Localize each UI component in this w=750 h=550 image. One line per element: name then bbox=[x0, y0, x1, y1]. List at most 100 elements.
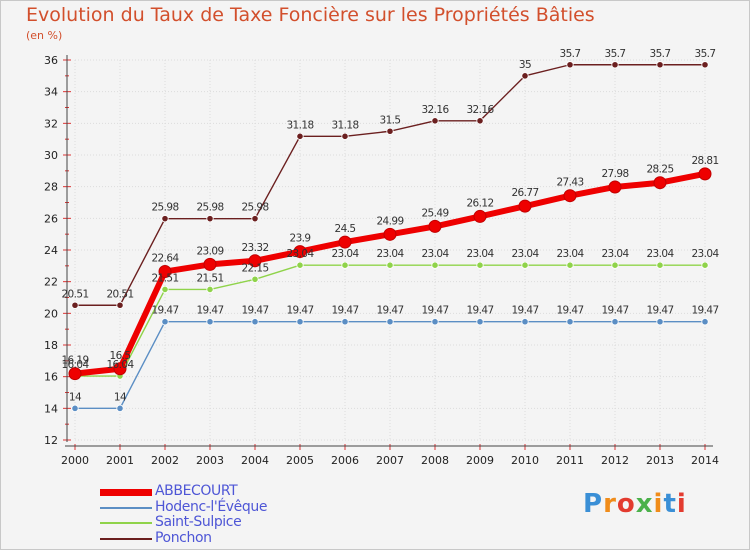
data-labels: 16.19 16.5 22.64 23.09 23.32 23.9 24.5 24.99 25.… bbox=[61, 48, 720, 404]
y-tick-label: 18 bbox=[44, 339, 58, 352]
legend-item-ponchon: Ponchon bbox=[100, 530, 400, 547]
data-label-2: 21.51 bbox=[151, 272, 178, 284]
data-label-0: 27.98 bbox=[601, 168, 628, 180]
x-tick-label: 2009 bbox=[466, 454, 494, 467]
y-tick-label: 26 bbox=[44, 212, 58, 225]
x-tick-label: 2006 bbox=[331, 454, 359, 467]
data-label-3: 25.98 bbox=[151, 202, 178, 214]
data-point-2 bbox=[161, 285, 169, 294]
data-point-0 bbox=[338, 235, 352, 249]
data-point-0 bbox=[608, 180, 622, 194]
data-point-3 bbox=[206, 215, 214, 223]
data-point-2 bbox=[296, 261, 304, 269]
data-label-2: 23.04 bbox=[286, 248, 314, 260]
data-point-1 bbox=[656, 318, 664, 326]
data-point-0 bbox=[158, 265, 172, 279]
data-point-1 bbox=[521, 318, 529, 326]
x-tick-label: 2007 bbox=[376, 454, 404, 467]
data-label-1: 19.47 bbox=[646, 305, 673, 317]
data-label-2: 16.04 bbox=[106, 359, 134, 371]
data-point-3 bbox=[71, 301, 79, 309]
legend-label-saint-sulpice: Saint-Sulpice bbox=[155, 514, 242, 530]
legend-swatch-ponchon bbox=[100, 538, 152, 540]
axes: 12 14 16 18 20 22 24 26 28 30 32 34 36 2000 2001 2002 20… bbox=[44, 54, 719, 467]
data-point-3 bbox=[431, 117, 439, 125]
data-point-0 bbox=[68, 367, 82, 381]
data-label-1: 14 bbox=[114, 391, 127, 403]
data-point-2 bbox=[701, 261, 709, 269]
data-label-3: 32.16 bbox=[466, 104, 494, 116]
data-label-2: 23.04 bbox=[691, 248, 719, 260]
data-point-0 bbox=[383, 227, 397, 241]
legend-swatch-abbecourt bbox=[100, 489, 152, 496]
data-label-2: 23.04 bbox=[511, 248, 539, 260]
data-point-3 bbox=[611, 61, 619, 69]
data-point-0 bbox=[248, 254, 262, 268]
data-point-1 bbox=[701, 318, 709, 326]
data-label-0: 16.19 bbox=[61, 355, 88, 367]
data-point-2 bbox=[566, 261, 574, 269]
data-point-0 bbox=[293, 245, 307, 259]
legend-item-saint-sulpice: Saint-Sulpice bbox=[100, 514, 400, 531]
data-point-3 bbox=[566, 61, 574, 69]
y-tick-label: 12 bbox=[44, 434, 58, 447]
y-tick-label: 20 bbox=[44, 307, 58, 320]
y-tick-label: 22 bbox=[44, 276, 58, 289]
data-label-0: 27.43 bbox=[556, 177, 583, 189]
legend-item-abbecourt: ABBECOURT bbox=[100, 483, 400, 500]
data-point-0 bbox=[653, 176, 667, 190]
legend-item-hodenc: Hodenc-l'Évêque bbox=[100, 499, 400, 516]
data-point-1 bbox=[206, 318, 214, 326]
data-label-0: 26.77 bbox=[511, 187, 538, 199]
data-point-0 bbox=[203, 257, 217, 271]
data-label-1: 19.47 bbox=[691, 305, 718, 317]
data-point-1 bbox=[296, 318, 304, 326]
x-tick-label: 2003 bbox=[196, 454, 224, 467]
data-label-0: 16.5 bbox=[110, 350, 131, 362]
data-point-0 bbox=[473, 209, 487, 223]
y-tick-label: 28 bbox=[44, 181, 58, 194]
data-label-2: 23.04 bbox=[646, 248, 674, 260]
data-point-3 bbox=[656, 61, 664, 69]
data-label-3: 35.7 bbox=[650, 48, 671, 60]
data-label-0: 24.5 bbox=[335, 223, 356, 235]
data-point-2 bbox=[341, 261, 349, 269]
data-point-3 bbox=[116, 301, 124, 309]
data-label-1: 19.47 bbox=[286, 305, 313, 317]
data-label-2: 23.04 bbox=[556, 248, 584, 260]
data-label-0: 24.99 bbox=[376, 215, 403, 227]
data-point-2 bbox=[656, 261, 664, 269]
data-point-3 bbox=[521, 72, 529, 80]
y-tick-label: 32 bbox=[44, 117, 58, 130]
data-label-3: 35.7 bbox=[695, 48, 716, 60]
chart-title: Evolution du Taux de Taxe Foncière sur l… bbox=[26, 4, 595, 26]
y-tick-label: 16 bbox=[44, 371, 58, 384]
y-axis-unit: (en %) bbox=[26, 29, 63, 42]
data-label-3: 31.18 bbox=[286, 119, 313, 131]
data-point-1 bbox=[431, 318, 439, 326]
x-tick-label: 2012 bbox=[601, 454, 629, 467]
legend-label-ponchon: Ponchon bbox=[155, 530, 212, 546]
data-point-0 bbox=[518, 199, 532, 213]
data-point-3 bbox=[386, 127, 394, 135]
x-tick-label: 2002 bbox=[151, 454, 179, 467]
data-label-2: 22.15 bbox=[241, 262, 268, 274]
legend-swatch-saint-sulpice bbox=[100, 522, 152, 524]
data-label-3: 25.98 bbox=[241, 202, 268, 214]
data-label-1: 19.47 bbox=[511, 305, 538, 317]
y-tick-label: 30 bbox=[44, 149, 58, 162]
data-label-0: 26.12 bbox=[466, 197, 493, 209]
data-point-2 bbox=[611, 261, 619, 269]
data-point-0 bbox=[563, 189, 577, 203]
data-label-1: 19.47 bbox=[601, 305, 628, 317]
data-label-2: 23.04 bbox=[376, 248, 404, 260]
data-point-3 bbox=[251, 215, 259, 223]
legend-label-abbecourt: ABBECOURT bbox=[155, 483, 238, 499]
data-label-3: 35 bbox=[519, 59, 531, 71]
data-label-0: 28.81 bbox=[691, 155, 718, 167]
data-point-1 bbox=[566, 318, 574, 326]
data-label-1: 19.47 bbox=[196, 305, 223, 317]
data-point-1 bbox=[116, 404, 124, 412]
data-label-0: 28.25 bbox=[646, 164, 673, 176]
